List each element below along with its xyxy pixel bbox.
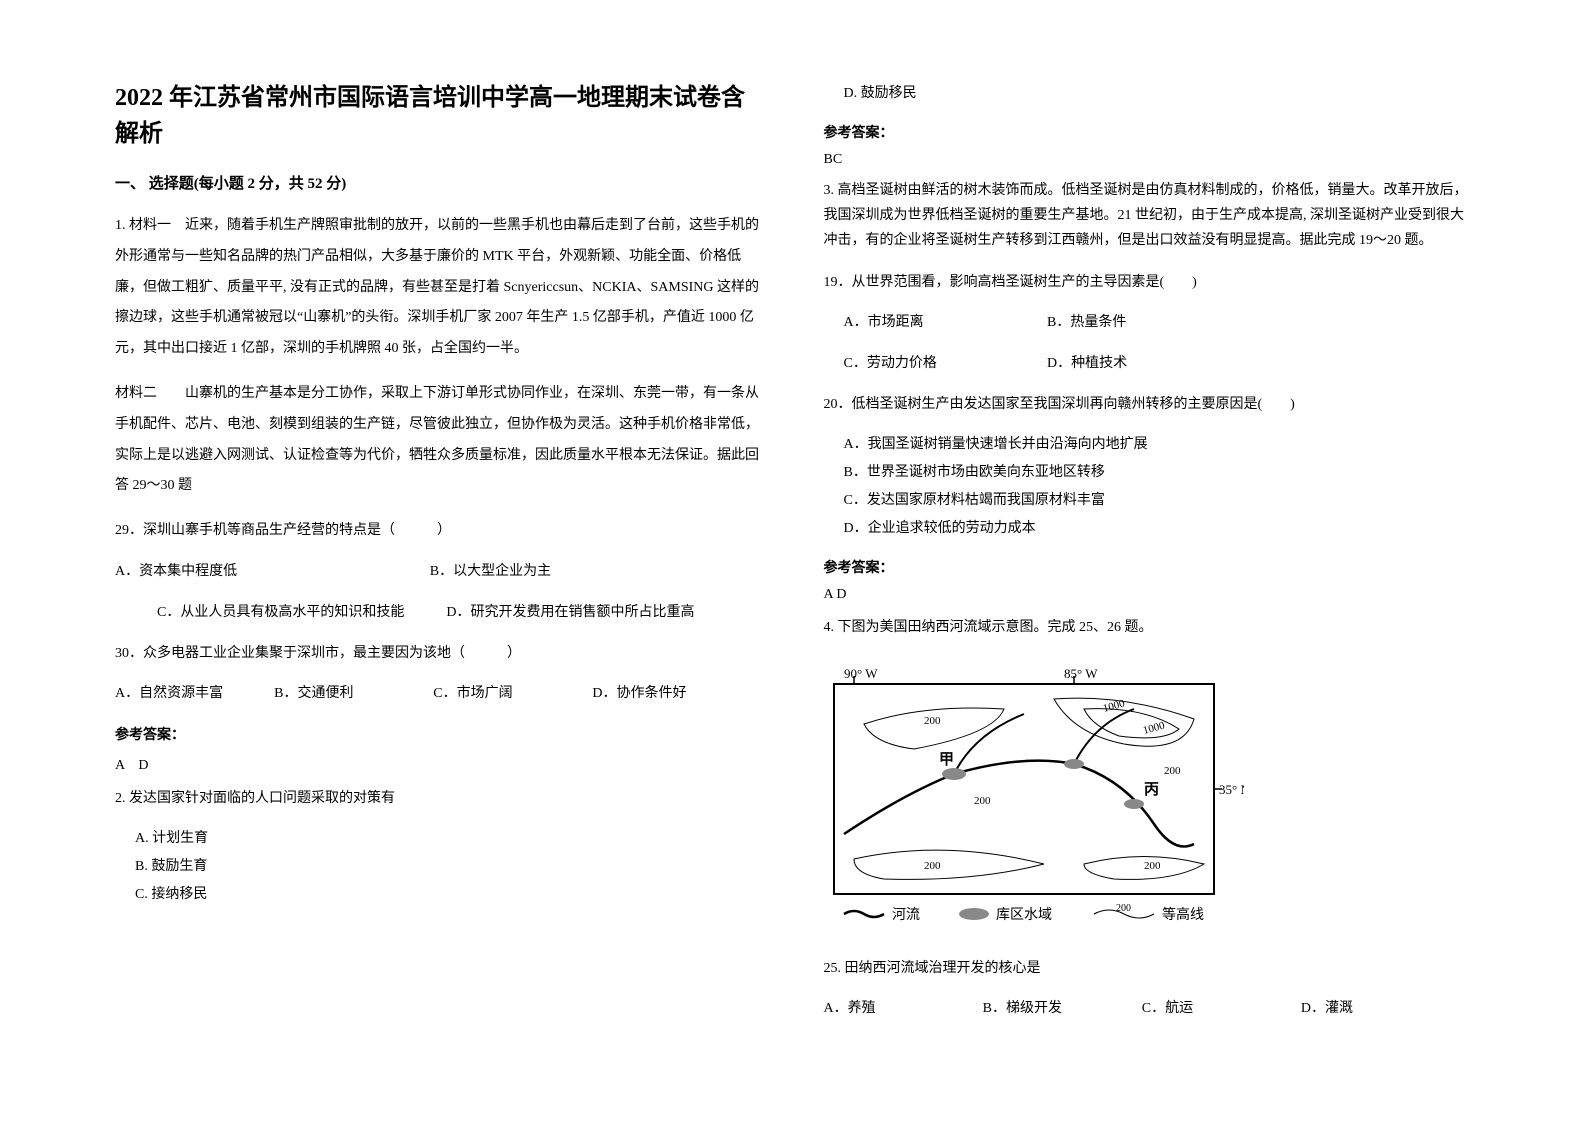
legend-contour-label: 等高线: [1162, 906, 1204, 923]
q3-sub20-opt-a: A．我国圣诞树销量快速增长并由沿海向内地扩展: [844, 431, 1473, 459]
q2-answer: BC: [824, 152, 1473, 168]
contour-label-7: 200: [1164, 765, 1181, 777]
legend-river-icon: [844, 911, 884, 917]
lon-right-label: 85° W: [1064, 666, 1098, 681]
q1-sub30-stem: 30．众多电器工业企业集聚于深圳市，最主要因为该地（ ）: [115, 639, 764, 670]
lon-left-label: 90° W: [844, 666, 878, 681]
label-bing: 丙: [1144, 781, 1159, 798]
q4-map-figure: 90° W 85° W 35° N 200 1000 1000 200 200: [824, 654, 1244, 944]
q1-sub29-opt-a: A．资本集中程度低: [115, 557, 426, 588]
reservoir-2: [1064, 759, 1084, 769]
q3-sub19-row2: C．劳动力价格 D．种植技术: [824, 349, 1473, 380]
q4-sub25-opt-c: C．航运: [1142, 994, 1298, 1025]
label-jia: 甲: [939, 751, 954, 768]
contour-label-5: 200: [974, 795, 991, 807]
q1-sub29-options-row1: A．资本集中程度低 B．以大型企业为主: [115, 557, 764, 588]
q2-opt-a: A. 计划生育: [135, 825, 764, 853]
q3-answer-label: 参考答案：: [824, 557, 1473, 577]
q1-sub30-opt-c: C．市场广阔: [433, 679, 589, 710]
q4-sub25-opt-d: D．灌溉: [1301, 994, 1457, 1025]
q4-sub25-opt-a: A．养殖: [824, 994, 980, 1025]
q1-sub29-opt-b: B．以大型企业为主: [430, 557, 741, 588]
q1-sub30-opt-d: D．协作条件好: [592, 679, 748, 710]
q2-opt-b: B. 鼓励生育: [135, 853, 764, 881]
contour-label-6: 200: [1144, 860, 1161, 872]
q4-sub25-options: A．养殖 B．梯级开发 C．航运 D．灌溉: [824, 994, 1473, 1025]
contour-label-1: 200: [924, 715, 941, 727]
q1-sub30-options: A．自然资源丰富 B．交通便利 C．市场广阔 D．协作条件好: [115, 679, 764, 710]
lat-right-label: 35° N: [1219, 782, 1244, 797]
q4-stem: 4. 下图为美国田纳西河流域示意图。完成 25、26 题。: [824, 613, 1473, 644]
q3-sub19-opt-c: C．劳动力价格: [844, 349, 1044, 380]
q1-sub30-opt-b: B．交通便利: [274, 679, 430, 710]
q3-sub20-opt-d: D．企业追求较低的劳动力成本: [844, 515, 1473, 543]
legend-river-label: 河流: [892, 907, 920, 923]
exam-title: 2022 年江苏省常州市国际语言培训中学高一地理期末试卷含解析: [115, 80, 764, 152]
q1-sub29-options-row2: C．从业人员具有极高水平的知识和技能 D．研究开发费用在销售额中所占比重高: [115, 598, 764, 629]
q2-stem: 2. 发达国家针对面临的人口问题采取的对策有: [115, 784, 764, 815]
q1-sub29-stem: 29．深圳山寨手机等商品生产经营的特点是（ ）: [115, 516, 764, 547]
q3-intro: 3. 高档圣诞树由鲜活的树木装饰而成。低档圣诞树是由仿真材料制成的，价格低，销量…: [824, 178, 1473, 254]
q1-sub30-opt-a: A．自然资源丰富: [115, 679, 271, 710]
q3-sub19-opt-d: D．种植技术: [1047, 349, 1127, 380]
q1-answer-label: 参考答案：: [115, 724, 764, 744]
contour-label-4: 200: [924, 860, 941, 872]
q2-opt-d: D. 鼓励移民: [844, 80, 1473, 108]
q3-sub19-opt-b: B．热量条件: [1047, 308, 1126, 339]
q4-sub25-stem: 25. 田纳西河流域治理开发的核心是: [824, 954, 1473, 985]
tennessee-map-svg: 90° W 85° W 35° N 200 1000 1000 200 200: [824, 654, 1244, 944]
reservoir-1: [942, 768, 966, 780]
legend-reservoir-label: 库区水域: [996, 907, 1052, 923]
q2-answer-label: 参考答案：: [824, 122, 1473, 142]
q1-material-2: 材料二 山寨机的生产基本是分工协作，采取上下游订单形式协同作业，在深圳、东莞一带…: [115, 379, 764, 502]
legend-reservoir-icon: [959, 908, 989, 920]
q4-sub25-opt-b: B．梯级开发: [983, 994, 1139, 1025]
q2-opt-c: C. 接纳移民: [135, 881, 764, 909]
reservoir-3: [1124, 799, 1144, 809]
q1-material-1: 1. 材料一 近来，随着手机生产牌照审批制的放开，以前的一些黑手机也由幕后走到了…: [115, 211, 764, 365]
q3-sub19-row1: A．市场距离 B．热量条件: [824, 308, 1473, 339]
q3-sub20-opt-b: B．世界圣诞树市场由欧美向东亚地区转移: [844, 459, 1473, 487]
q3-sub20-stem: 20．低档圣诞树生产由发达国家至我国深圳再向赣州转移的主要原因是( ): [824, 390, 1473, 421]
q3-sub20-opt-c: C．发达国家原材料枯竭而我国原材料丰富: [844, 487, 1473, 515]
legend-contour-value: 200: [1116, 903, 1131, 914]
q3-answer: A D: [824, 587, 1473, 603]
q1-answer: A D: [115, 754, 764, 774]
q3-sub19-stem: 19．从世界范围看，影响高档圣诞树生产的主导因素是( ): [824, 268, 1473, 299]
section-1-header: 一、 选择题(每小题 2 分，共 52 分): [115, 172, 764, 193]
q3-sub19-opt-a: A．市场距离: [844, 308, 1044, 339]
